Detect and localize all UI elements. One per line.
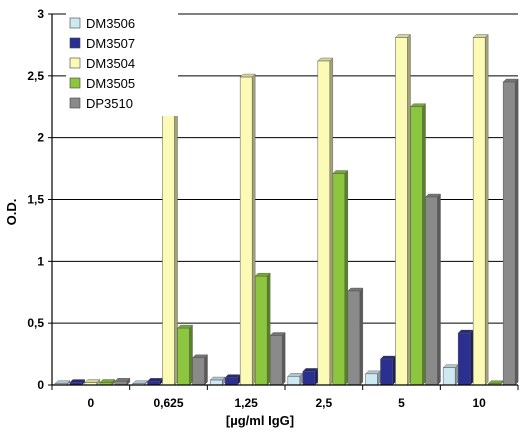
x-tick-label: 1,25 — [234, 396, 258, 410]
bar — [487, 380, 504, 386]
bar — [99, 379, 116, 386]
bar — [162, 100, 178, 386]
bar — [114, 377, 131, 386]
bar — [365, 370, 381, 386]
bar — [84, 379, 101, 386]
bar — [147, 377, 163, 386]
x-tick-label: 10 — [472, 396, 486, 410]
x-axis-title: [µg/ml IgG] — [226, 413, 294, 428]
y-tick-label: 0 — [37, 378, 44, 392]
legend-swatch — [69, 37, 81, 49]
bar — [332, 170, 349, 386]
x-tick-labels: 0 0,625 1,25 2,5 5 10 — [87, 396, 486, 410]
legend-label: DM3504 — [86, 56, 135, 71]
bar — [317, 57, 334, 386]
y-tick-label: 2,5 — [27, 69, 44, 83]
legend: DM3506 DM3507 DM3504 DM3505 DP3510 — [66, 12, 178, 116]
y-tick-label: 3 — [37, 7, 44, 21]
bar — [239, 73, 256, 386]
legend-label: DP3510 — [86, 96, 133, 111]
bar — [347, 287, 364, 386]
bar — [425, 193, 441, 386]
legend-label: DM3507 — [86, 36, 135, 51]
bar — [380, 355, 396, 386]
bar — [132, 380, 148, 386]
legend-label: DM3506 — [86, 16, 135, 31]
bar — [192, 354, 208, 386]
bar — [254, 272, 271, 386]
legend-background — [66, 12, 178, 116]
bars — [54, 34, 519, 386]
x-tick-label: 5 — [398, 396, 405, 410]
y-tick-label: 1 — [37, 254, 44, 268]
bar — [177, 324, 193, 386]
bar — [269, 332, 286, 386]
axes — [48, 13, 519, 390]
bar — [502, 78, 519, 386]
bar — [410, 103, 426, 386]
bar — [472, 34, 489, 386]
bar — [209, 376, 226, 386]
bar — [442, 364, 459, 386]
legend-swatch — [69, 57, 81, 69]
bar — [54, 380, 71, 386]
y-tick-label: 1,5 — [27, 193, 44, 207]
x-tick-label: 0 — [87, 396, 94, 410]
legend-swatch — [69, 97, 81, 109]
bar — [224, 374, 241, 386]
bar — [395, 34, 411, 386]
x-tick-label: 0,625 — [153, 396, 183, 410]
bar — [457, 329, 474, 386]
x-tick-label: 2,5 — [315, 396, 332, 410]
y-tick-label: 0,5 — [27, 316, 44, 330]
bar — [302, 367, 319, 386]
legend-label: DM3505 — [86, 76, 135, 91]
legend-swatch — [69, 77, 81, 89]
y-tick-labels: 0 0,5 1 1,5 2 2,5 3 — [27, 7, 44, 392]
bar — [69, 379, 86, 386]
y-tick-label: 2 — [37, 131, 44, 145]
legend-swatch — [69, 17, 81, 29]
bar — [287, 372, 304, 386]
y-axis-title: O.D. — [4, 199, 19, 226]
